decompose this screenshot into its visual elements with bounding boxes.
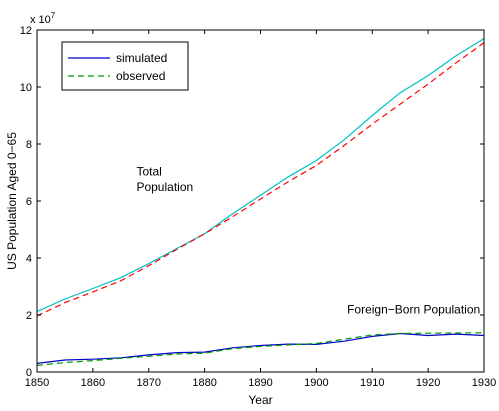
y-tick-label: 4 xyxy=(26,253,32,265)
legend-box xyxy=(61,41,189,91)
series-line-total-observed xyxy=(36,42,485,317)
y-tick-label: 6 xyxy=(26,196,32,208)
y-exponent-base: x 10 xyxy=(30,14,51,26)
x-tick-label: 1900 xyxy=(304,377,328,389)
series-line-foreign-born-simulated xyxy=(36,332,485,364)
y-exponent-label: x 107 xyxy=(30,11,56,26)
legend: simulated observed xyxy=(61,41,189,91)
legend-label-simulated: simulated xyxy=(116,51,167,65)
y-exponent-power: 7 xyxy=(51,11,56,20)
x-axis-label: Year xyxy=(248,393,272,407)
x-tick-label: 1880 xyxy=(192,377,216,389)
legend-label-observed: observed xyxy=(116,69,165,83)
y-axis-label: US Population Aged 0−65 xyxy=(5,132,19,270)
y-tick-label: 0 xyxy=(26,367,32,379)
annotation-foreign-born: Foreign−Born Population xyxy=(347,303,480,317)
series-line-total-simulated xyxy=(36,38,485,313)
x-tick-label: 1850 xyxy=(25,377,49,389)
x-tick-label: 1930 xyxy=(472,377,496,389)
annotation-population: Population xyxy=(136,180,193,194)
y-tick-label: 2 xyxy=(26,310,32,322)
ticks-layer: 1850 1860 1870 1880 1890 1900 1910 1920 1930 0 2 4 6… xyxy=(20,25,496,389)
series-layer xyxy=(36,38,485,366)
y-tick-label: 12 xyxy=(20,25,32,37)
x-tick-label: 1870 xyxy=(137,377,161,389)
y-tick-label: 10 xyxy=(20,82,32,94)
x-tick-label: 1890 xyxy=(248,377,272,389)
y-tick-label: 8 xyxy=(26,139,32,151)
annotation-total: Total xyxy=(136,164,161,178)
series-line-foreign-born-observed xyxy=(36,332,485,366)
x-tick-label: 1860 xyxy=(81,377,105,389)
x-tick-label: 1920 xyxy=(416,377,440,389)
x-tick-label: 1910 xyxy=(360,377,384,389)
